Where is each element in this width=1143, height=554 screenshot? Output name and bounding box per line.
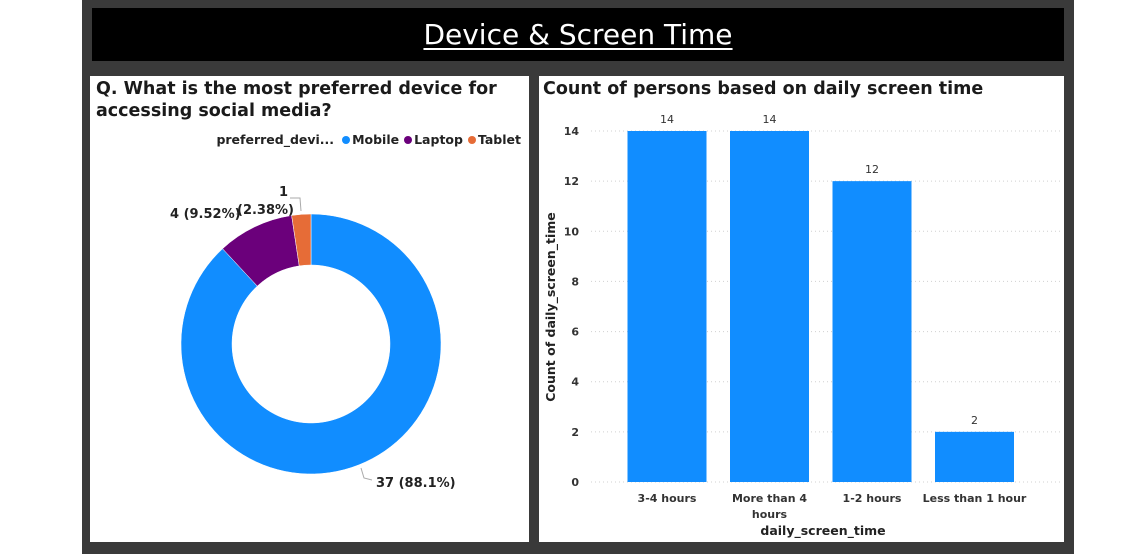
- x-tick-label: 3-4 hours: [638, 492, 697, 505]
- device-chart-title-line1: Q. What is the most preferred device for: [96, 79, 497, 99]
- legend-marker-laptop: [404, 135, 413, 144]
- donut-slice-tablet[interactable]: [291, 213, 312, 267]
- y-tick-label: 2: [571, 426, 579, 439]
- y-tick-label: 10: [564, 225, 580, 238]
- data-label-tablet-pct: (2.38%): [237, 203, 294, 218]
- bar-chart-title: Count of persons based on daily screen t…: [543, 79, 984, 99]
- device-legend: preferred_devi... Mobile Laptop Tablet: [216, 132, 521, 147]
- leader-line-mobile: [360, 467, 373, 481]
- donut-slice-mobile[interactable]: [180, 213, 442, 475]
- screen-time-panel[interactable]: Count of persons based on daily screen t…: [539, 76, 1064, 542]
- legend-item-tablet[interactable]: Tablet: [467, 132, 521, 147]
- bar-4[interactable]: [935, 431, 1014, 482]
- legend-item-mobile[interactable]: Mobile: [342, 132, 399, 147]
- leader-line-tablet: [290, 197, 302, 212]
- x-tick-label: hours: [752, 508, 788, 521]
- x-tick-label: Less than 1 hour: [923, 492, 1027, 505]
- y-tick-label: 8: [571, 275, 579, 288]
- bar-data-label: 14: [660, 113, 674, 126]
- device-preference-panel[interactable]: Q. What is the most preferred device for…: [90, 76, 529, 542]
- y-tick-label: 12: [564, 175, 579, 188]
- bar-data-label: 12: [865, 163, 879, 176]
- x-tick-label: 1-2 hours: [843, 492, 902, 505]
- x-tick-label: More than 4: [732, 492, 807, 505]
- bar-1[interactable]: [627, 131, 707, 482]
- device-chart-title-line2: accessing social media?: [96, 101, 332, 121]
- bar-3[interactable]: [832, 181, 912, 482]
- legend-marker-mobile: [342, 135, 351, 144]
- y-axis-title: Count of daily_screen_time: [543, 212, 559, 402]
- screen-time-bar-chart: 0 2 4 6 8 10 12 14 14 14 12 2 3-4 hours More than 4…: [543, 113, 1061, 539]
- device-chart-title: Q. What is the most preferred device for…: [96, 78, 497, 122]
- bar-data-label: 2: [971, 414, 978, 427]
- legend-label-tablet: Tablet: [477, 132, 521, 147]
- device-donut-chart: 37 (88.1%) 4 (9.52%) 1 (2.38%): [170, 185, 456, 491]
- bar-data-label: 14: [763, 113, 777, 126]
- data-label-laptop: 4 (9.52%): [170, 207, 241, 222]
- data-label-mobile: 37 (88.1%): [376, 476, 456, 491]
- y-tick-label: 0: [571, 476, 579, 489]
- page-title: Device & Screen Time: [423, 18, 733, 51]
- x-axis-title: daily_screen_time: [760, 523, 885, 539]
- legend-item-laptop[interactable]: Laptop: [404, 132, 463, 147]
- y-tick-label: 14: [564, 125, 580, 138]
- data-label-tablet-value: 1: [279, 185, 288, 200]
- legend-label-laptop: Laptop: [414, 132, 463, 147]
- title-bar: Device & Screen Time: [92, 8, 1064, 61]
- legend-label-mobile: Mobile: [352, 132, 400, 147]
- legend-marker-tablet: [467, 135, 476, 144]
- y-tick-label: 4: [571, 376, 579, 389]
- bar-2[interactable]: [730, 131, 809, 482]
- y-tick-label: 6: [571, 326, 579, 339]
- legend-title: preferred_devi...: [216, 132, 335, 147]
